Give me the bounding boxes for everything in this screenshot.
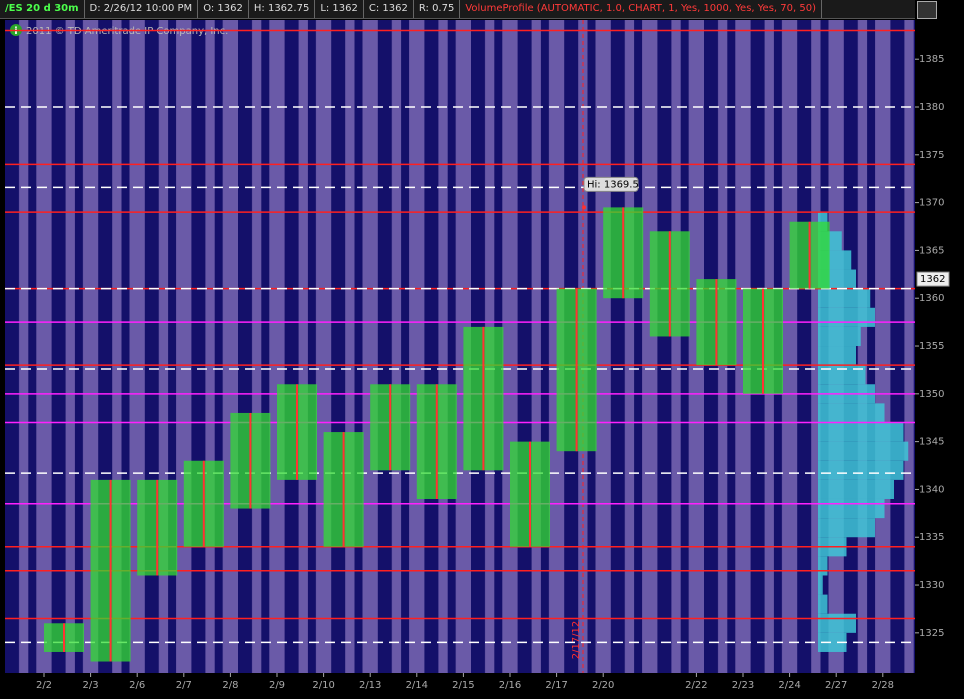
x-tick-label: 2/2 bbox=[36, 680, 52, 691]
x-tick-label: 2/23 bbox=[732, 680, 754, 691]
x-tick-label: 2/15 bbox=[452, 680, 474, 691]
y-tick-label: 1370 bbox=[919, 198, 944, 209]
x-tick-label: 2/22 bbox=[685, 680, 707, 691]
y-tick-label: 1325 bbox=[919, 628, 944, 639]
annotation: Hi: 1369.5 bbox=[587, 179, 639, 190]
volume-bar bbox=[818, 556, 828, 576]
volume-bar bbox=[818, 403, 885, 423]
volume-bar bbox=[818, 307, 875, 327]
menu-button[interactable] bbox=[917, 1, 937, 19]
y-tick-label: 1380 bbox=[919, 102, 944, 113]
last-price-box bbox=[916, 271, 950, 287]
volume-bar bbox=[818, 441, 909, 461]
y-tick-label: 1365 bbox=[919, 245, 944, 256]
volume-bar bbox=[818, 613, 856, 633]
x-tick-label: 2/7 bbox=[176, 680, 192, 691]
volume-bar bbox=[818, 479, 894, 499]
x-tick-label: 2/14 bbox=[406, 680, 428, 691]
field: H: 1362.75 bbox=[249, 0, 316, 18]
volume-bar bbox=[818, 498, 885, 519]
x-axis-area bbox=[0, 673, 964, 699]
toolbar: /ES 20 d 30m D: 2/26/12 10:00 PM O: 1362… bbox=[0, 0, 915, 19]
volume-bar bbox=[818, 422, 904, 442]
x-tick-label: 2/13 bbox=[359, 680, 381, 691]
field: D: 2/26/12 10:00 PM bbox=[85, 0, 199, 18]
y-tick-label: 1350 bbox=[919, 389, 944, 400]
study[interactable]: VolumeProfile (AUTOMATIC, 1.0, CHART, 1,… bbox=[460, 0, 822, 18]
volume-bar bbox=[818, 518, 875, 538]
volume-bar bbox=[818, 326, 861, 347]
info-icon-glyph: i bbox=[14, 26, 17, 37]
volume-bar bbox=[818, 288, 871, 308]
field: C: 1362 bbox=[364, 0, 414, 18]
volume-bar bbox=[818, 594, 828, 614]
symbol[interactable]: /ES 20 d 30m bbox=[0, 0, 85, 18]
volume-bar bbox=[818, 460, 904, 480]
field: O: 1362 bbox=[198, 0, 249, 18]
x-tick-label: 2/20 bbox=[592, 680, 614, 691]
y-tick-label: 1340 bbox=[919, 484, 944, 495]
x-tick-label: 2/6 bbox=[129, 680, 145, 691]
last-price: 1362 bbox=[920, 274, 945, 285]
x-tick-label: 2/16 bbox=[499, 680, 521, 691]
field: R: 0.75 bbox=[414, 0, 461, 18]
x-tick-label: 2/9 bbox=[269, 680, 285, 691]
x-tick-label: 2/24 bbox=[778, 680, 800, 691]
x-tick-label: 2/28 bbox=[872, 680, 894, 691]
annotation-box bbox=[583, 176, 639, 192]
y-tick-label: 1330 bbox=[919, 580, 944, 591]
x-tick-label: 2/3 bbox=[83, 680, 99, 691]
annotation-point bbox=[582, 205, 586, 210]
x-tick-label: 2/8 bbox=[222, 680, 238, 691]
y-tick-label: 1335 bbox=[919, 532, 944, 543]
field: L: 1362 bbox=[315, 0, 364, 18]
x-tick-label: 2/17 bbox=[545, 680, 567, 691]
y-tick-label: 1345 bbox=[919, 437, 944, 448]
y-tick-label: 1375 bbox=[919, 150, 944, 161]
x-tick-label: 2/27 bbox=[825, 680, 847, 691]
copyright: 2011 © TD Ameritrade IP Company, Inc. bbox=[26, 26, 228, 37]
volume-bar bbox=[818, 575, 823, 595]
y-tick-label: 1355 bbox=[919, 341, 944, 352]
volume-bar bbox=[818, 365, 866, 385]
y-axis-area bbox=[915, 20, 964, 673]
volume-bar bbox=[818, 632, 847, 652]
session-label: 2/17/12 bbox=[571, 621, 582, 660]
x-tick-label: 2/10 bbox=[312, 680, 334, 691]
volume-bar bbox=[818, 346, 856, 366]
y-tick-label: 1360 bbox=[919, 293, 944, 304]
y-tick-label: 1385 bbox=[919, 54, 944, 65]
